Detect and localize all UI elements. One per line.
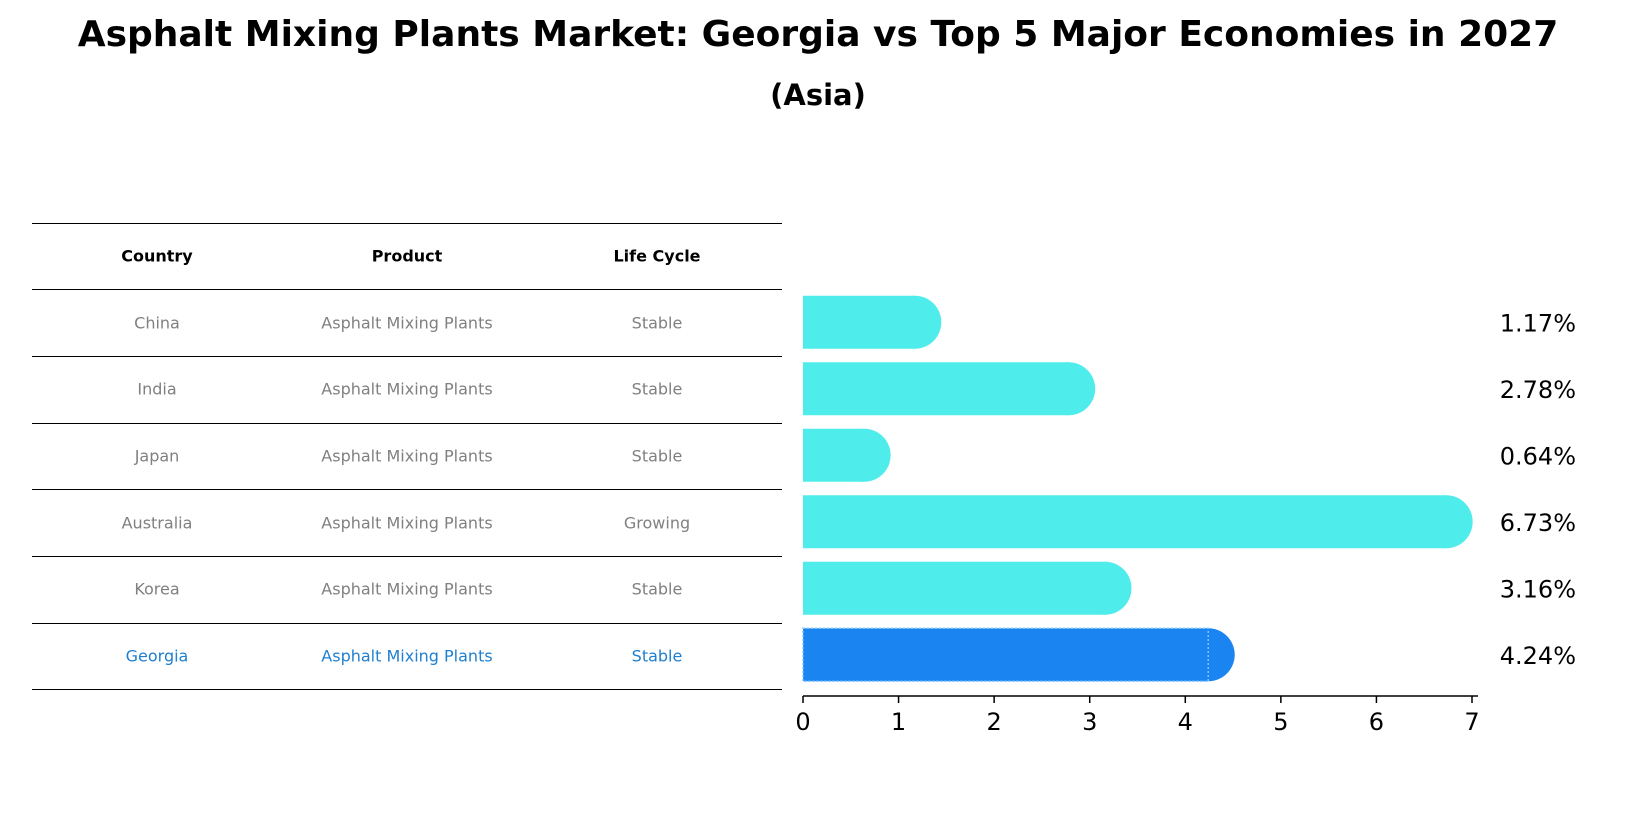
bars-group [802, 295, 1473, 682]
row-life-cycle: Growing [623, 513, 691, 533]
value-label: 0.64% [1500, 442, 1576, 470]
header-country: Country [121, 246, 193, 266]
bar-australia [803, 495, 1473, 549]
row-product: Asphalt Mixing Plants [321, 446, 493, 466]
row-country: Georgia [125, 646, 189, 666]
bar-georgia [802, 627, 1235, 682]
value-label: 6.73% [1500, 509, 1576, 537]
row-life-cycle: Stable [631, 379, 683, 399]
x-tick-label: 5 [1273, 708, 1288, 736]
table-bottom-rule [32, 689, 782, 690]
chart-title: Asphalt Mixing Plants Market: Georgia vs… [77, 14, 1559, 55]
bar-china [803, 295, 942, 349]
bar-cap [1078, 561, 1132, 615]
bar-india [803, 362, 1096, 416]
bar-japan [803, 428, 891, 482]
bar-cap [1181, 628, 1235, 682]
row-country: Japan [134, 446, 180, 466]
row-divider [32, 623, 782, 624]
row-life-cycle: Stable [631, 313, 683, 333]
row-product: Asphalt Mixing Plants [321, 646, 493, 666]
bar-body [803, 495, 1447, 549]
row-product: Asphalt Mixing Plants [321, 513, 493, 533]
bar-cap [1419, 495, 1473, 549]
value-label: 4.24% [1500, 642, 1576, 670]
bar-korea [803, 561, 1132, 615]
chart-subtitle: (Asia) [770, 78, 866, 112]
row-country: Australia [121, 513, 193, 533]
x-tick-label: 0 [795, 708, 810, 736]
table-header-rule [32, 289, 782, 290]
bar-highlight-outline [802, 627, 1209, 682]
value-label: 1.17% [1500, 309, 1576, 337]
x-tick-label: 4 [1178, 708, 1193, 736]
row-country: Korea [134, 579, 180, 599]
row-life-cycle: Stable [631, 579, 683, 599]
x-tick-label: 1 [891, 708, 906, 736]
row-divider [32, 356, 782, 357]
x-axis: 0 1 2 3 4 5 6 7 [795, 695, 1480, 736]
row-country: China [134, 313, 180, 333]
row-product: Asphalt Mixing Plants [321, 579, 493, 599]
x-tick-label: 2 [987, 708, 1002, 736]
bar-body [803, 362, 1069, 416]
row-product: Asphalt Mixing Plants [321, 313, 493, 333]
header-product: Product [371, 246, 443, 266]
x-tick-label: 6 [1369, 708, 1384, 736]
bar-body [803, 628, 1209, 682]
row-country: India [137, 379, 177, 399]
header-life-cycle: Life Cycle [613, 246, 701, 266]
x-tick-label: 7 [1464, 708, 1479, 736]
bar-cap [837, 428, 891, 482]
row-divider [32, 556, 782, 557]
value-label: 3.16% [1500, 575, 1576, 603]
row-product: Asphalt Mixing Plants [321, 379, 493, 399]
bar-cap [1042, 362, 1096, 416]
row-divider [32, 489, 782, 490]
row-life-cycle: Stable [631, 446, 683, 466]
value-labels-group: 1.17% 2.78% 0.64% 6.73% 3.16% 4.24% [1500, 309, 1576, 670]
row-life-cycle: Stable [631, 646, 683, 666]
x-tick-label: 3 [1082, 708, 1097, 736]
bar-body [803, 561, 1106, 615]
row-divider [32, 423, 782, 424]
table-top-rule [32, 223, 782, 224]
value-label: 2.78% [1500, 376, 1576, 404]
bar-cap [888, 295, 942, 349]
